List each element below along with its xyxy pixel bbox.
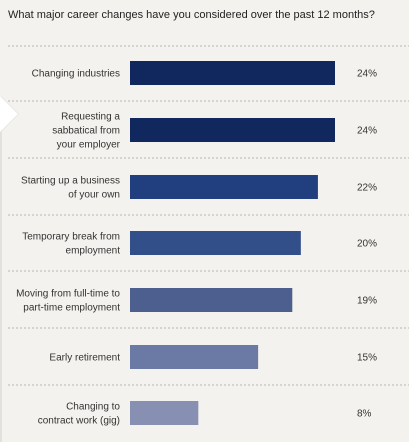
value-label: 20% [357,239,377,250]
category-labels: Changing industries Requesting a sabbatica… [16,69,121,427]
value-label: 24% [357,69,377,80]
category-label: Requesting a sabbatical from your employer [52,112,120,151]
bar [130,231,301,255]
bar [130,61,335,85]
value-label: 22% [357,183,377,194]
bar [130,288,293,312]
value-labels: 24% 24% 22% 20% 19% 15% 8% [357,69,377,420]
bar [130,175,318,199]
value-label: 24% [357,126,377,137]
category-label: Changing industries [32,69,120,80]
category-label: Early retirement [49,353,120,364]
value-label: 19% [357,296,377,307]
bar [130,345,259,369]
category-label: Starting up a business of your own [21,176,120,201]
left-edge-line [0,118,2,442]
value-label: 15% [357,353,377,364]
category-label: Moving from full-time to part-time employ… [16,289,120,314]
separators [8,45,409,386]
value-label: 8% [357,409,372,420]
bar [130,401,199,425]
bar [130,118,335,142]
chart-title: What major career changes have you consi… [8,9,375,21]
category-label: Temporary break from employment [22,232,120,257]
bars [130,61,335,425]
pointer-arrow-icon [0,96,18,132]
category-label: Changing to contract work (gig) [38,402,121,427]
